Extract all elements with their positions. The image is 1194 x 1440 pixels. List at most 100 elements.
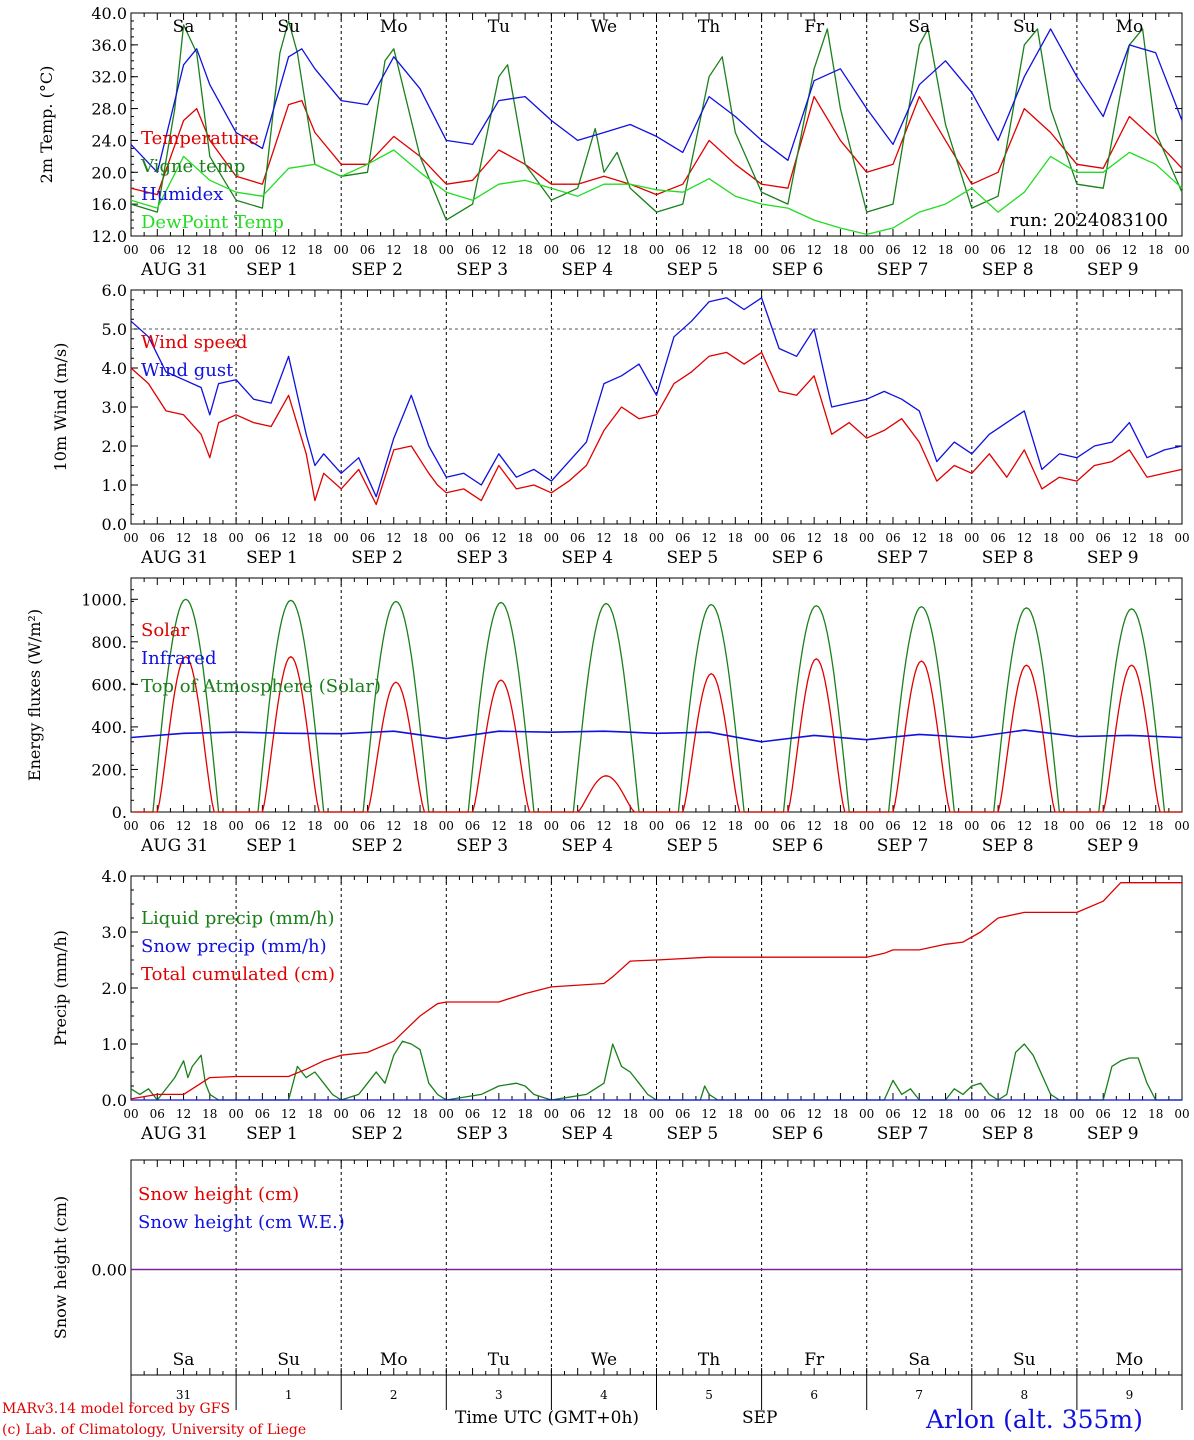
weekday-label: Tu	[488, 17, 510, 37]
date-label: SEP 4	[561, 548, 613, 568]
date-label: SEP 3	[456, 1124, 508, 1144]
hour-label: 00	[964, 1107, 979, 1121]
hour-label: 18	[833, 819, 848, 833]
hour-label: 18	[307, 819, 322, 833]
hour-label: 12	[1122, 1107, 1137, 1121]
hour-label: 12	[491, 1107, 506, 1121]
hour-label: 12	[596, 819, 611, 833]
hour-label: 06	[465, 819, 480, 833]
hour-label: 12	[807, 1107, 822, 1121]
hour-label: 18	[623, 819, 638, 833]
hour-label: 12	[1017, 819, 1032, 833]
weekday-label: Su	[277, 1350, 300, 1370]
hour-label: 12	[912, 1107, 927, 1121]
legend-entry: DewPoint Temp	[141, 212, 284, 233]
hour-label: 06	[255, 243, 270, 257]
station-title: Arlon (alt. 355m)	[925, 1405, 1143, 1434]
y-tick-label: 1.0	[102, 1035, 127, 1054]
hour-label: 12	[1122, 531, 1137, 545]
hour-label: 00	[754, 819, 769, 833]
date-label: SEP 2	[351, 260, 403, 280]
hour-label: 00	[439, 531, 454, 545]
hour-label: 06	[360, 531, 375, 545]
weekday-label: Su	[1013, 17, 1036, 37]
hour-label: 00	[123, 1107, 138, 1121]
hour-label: 06	[675, 531, 690, 545]
run-annotation: run: 2024083100	[1010, 210, 1168, 231]
weekday-label: Su	[1013, 1350, 1036, 1370]
hour-label: 12	[281, 819, 296, 833]
hour-label: 18	[938, 531, 953, 545]
date-label: SEP 7	[877, 548, 929, 568]
snow-panel: 0.00 Snow height (cm) Sa Su Mo Tu We Th Fr Sa Su Mo…	[51, 1159, 1183, 1376]
y-tick-label: 0.0	[102, 515, 127, 534]
hour-label: 00	[754, 1107, 769, 1121]
y-tick-label: 6.0	[102, 281, 127, 300]
hour-label: 12	[176, 1107, 191, 1121]
hour-label: 00	[1174, 1107, 1189, 1121]
hour-label: 18	[1148, 531, 1163, 545]
hour-label: 12	[176, 531, 191, 545]
date-label: SEP 8	[982, 1124, 1034, 1144]
precip-y-axis-title: Precip (mm/h)	[51, 930, 70, 1046]
hour-label: 06	[360, 1107, 375, 1121]
day-number-label: 3	[495, 1388, 503, 1402]
date-label: SEP 6	[772, 1124, 824, 1144]
hour-label: 18	[1043, 531, 1058, 545]
hour-label: 00	[544, 531, 559, 545]
month-label: SEP	[742, 1408, 778, 1428]
hour-label: 00	[964, 243, 979, 257]
legend-entry: Liquid precip (mm/h)	[141, 908, 335, 929]
hour-label: 12	[807, 819, 822, 833]
hour-label: 00	[754, 243, 769, 257]
date-label: SEP 5	[667, 836, 719, 856]
legend-entry: Top of Atmosphere (Solar)	[141, 676, 381, 697]
hour-label: 06	[675, 819, 690, 833]
hour-label: 18	[623, 243, 638, 257]
hour-label: 06	[150, 243, 165, 257]
date-label: SEP 2	[351, 1124, 403, 1144]
precip-panel: 0.0 1.0 2.0 3.0 4.0 Precip (mm/h) 00 06 12 18 AUG …	[51, 867, 1190, 1144]
hour-label: 06	[780, 819, 795, 833]
y-tick-label: 24.0	[91, 131, 127, 150]
date-label: SEP 9	[1087, 548, 1139, 568]
date-label: SEP 1	[246, 260, 298, 280]
date-label: AUG 31	[140, 1124, 208, 1144]
energy-y-axis-title: Energy fluxes (W/m²)	[25, 609, 44, 781]
hour-label: 18	[412, 243, 427, 257]
hour-label: 18	[1148, 1107, 1163, 1121]
y-tick-label: 36.0	[91, 36, 127, 55]
date-label: SEP 8	[982, 260, 1034, 280]
hour-label: 00	[228, 1107, 243, 1121]
hour-label: 06	[465, 243, 480, 257]
legend-entry: Total cumulated (cm)	[141, 964, 335, 985]
wind-gust-line	[130, 297, 1183, 498]
hour-label: 00	[439, 819, 454, 833]
hour-label: 06	[1096, 819, 1111, 833]
day-number-label: 5	[705, 1388, 713, 1402]
weekday-label: Sa	[173, 17, 195, 37]
hour-label: 18	[1043, 243, 1058, 257]
date-label: SEP 7	[877, 836, 929, 856]
hour-label: 12	[596, 531, 611, 545]
hour-label: 18	[938, 819, 953, 833]
weekday-label: Mo	[380, 1350, 408, 1370]
hour-label: 06	[255, 531, 270, 545]
temp-y-axis-title: 2m Temp. (°C)	[37, 66, 56, 184]
hour-label: 18	[728, 531, 743, 545]
date-label: SEP 9	[1087, 836, 1139, 856]
hour-label: 12	[701, 243, 716, 257]
hour-label: 06	[360, 243, 375, 257]
legend-entry: Snow height (cm W.E.)	[138, 1212, 345, 1233]
hour-label: 06	[255, 819, 270, 833]
day-number-label: 2	[390, 1388, 398, 1402]
wind-panel: 0.0 1.0 2.0 3.0 4.0 5.0 6.0 10m Wind (m/s) 00 06 1…	[51, 281, 1190, 568]
hour-label: 06	[1096, 531, 1111, 545]
hour-label: 00	[649, 531, 664, 545]
date-label: SEP 7	[877, 260, 929, 280]
hour-label: 00	[123, 531, 138, 545]
date-label: SEP 4	[561, 836, 613, 856]
weekday-label: Mo	[1116, 1350, 1144, 1370]
hour-label: 06	[570, 1107, 585, 1121]
hour-label: 18	[517, 819, 532, 833]
